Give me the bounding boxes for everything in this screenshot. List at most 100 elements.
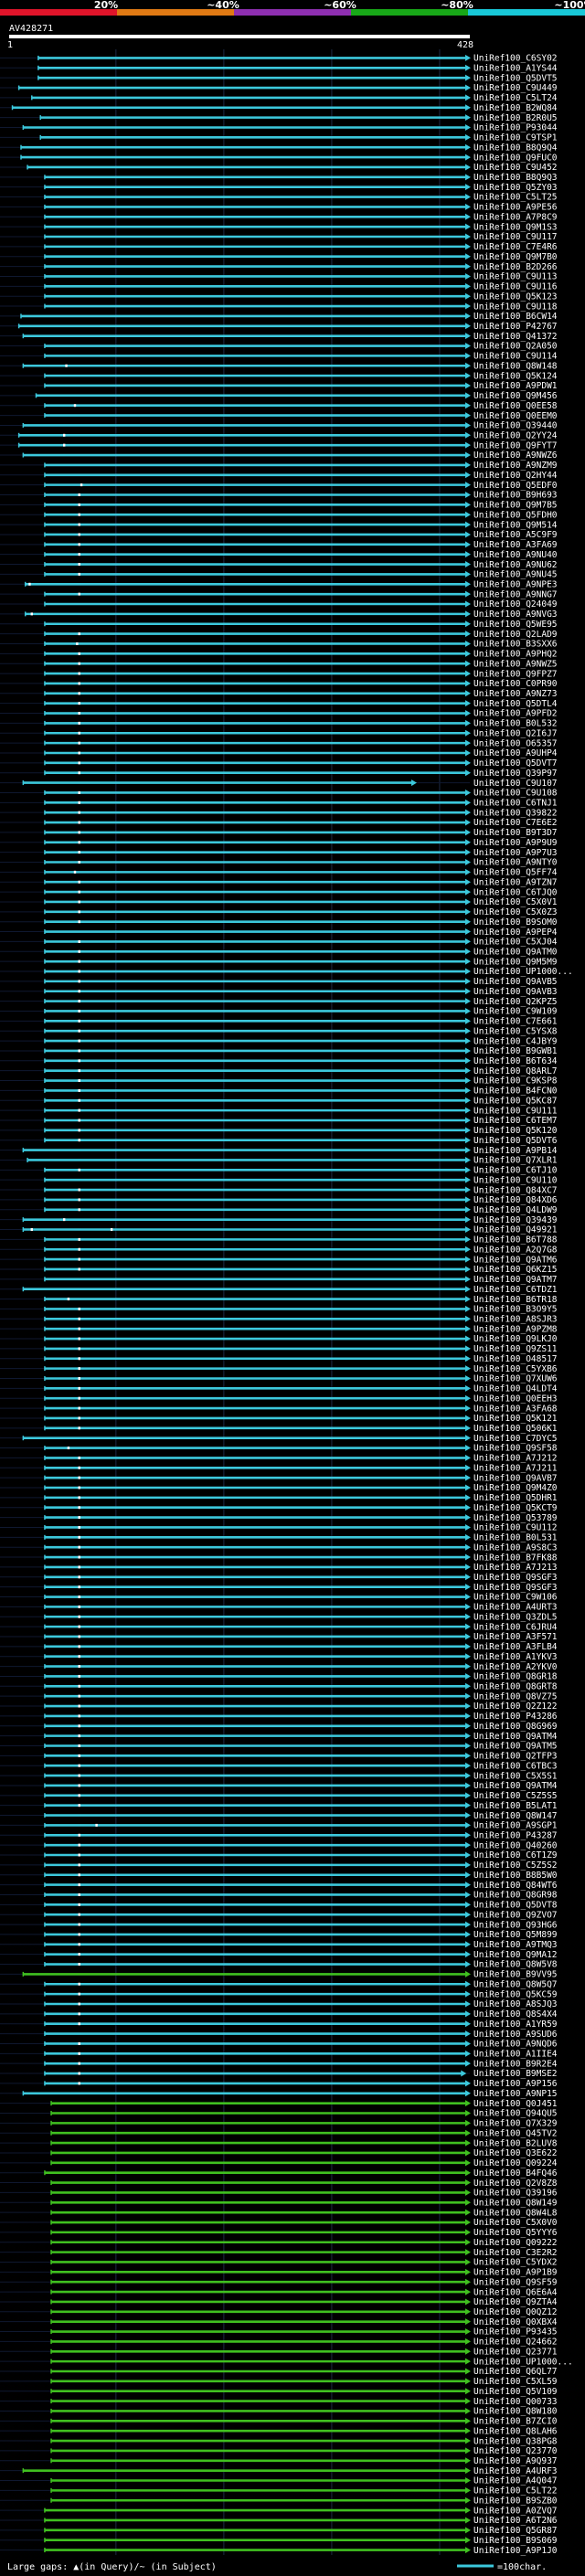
- hit-label[interactable]: UniRef100_C3E2R2: [473, 2248, 558, 2258]
- hit-label[interactable]: UniRef100_Q39822: [473, 808, 558, 818]
- hit-label[interactable]: UniRef100_Q8W5V8: [473, 1960, 558, 1970]
- hit-label[interactable]: UniRef100_C9U111: [473, 1106, 558, 1116]
- hit-label[interactable]: UniRef100_P42767: [473, 322, 558, 332]
- hit-label[interactable]: UniRef100_Q506K1: [473, 1424, 558, 1434]
- hit-label[interactable]: UniRef100_Q0QZ12: [473, 2307, 558, 2317]
- hit-label[interactable]: UniRef100_Q84WT6: [473, 1881, 558, 1891]
- hit-label[interactable]: UniRef100_C5X0Z3: [473, 907, 558, 917]
- hit-label[interactable]: UniRef100_C9U114: [473, 352, 558, 362]
- hit-label[interactable]: UniRef100_C9W109: [473, 1007, 558, 1017]
- hit-label[interactable]: UniRef100_Q2I6J7: [473, 728, 558, 738]
- hit-label[interactable]: UniRef100_Q5V109: [473, 2387, 558, 2397]
- hit-label[interactable]: UniRef100_A3FLB4: [473, 1642, 558, 1652]
- hit-label[interactable]: UniRef100_A9P1J0: [473, 2546, 558, 2556]
- hit-label[interactable]: UniRef100_A3FA69: [473, 540, 558, 550]
- hit-label[interactable]: UniRef100_B7ZCI0: [473, 2417, 558, 2427]
- hit-label[interactable]: UniRef100_C6TJ10: [473, 1166, 558, 1176]
- hit-label[interactable]: UniRef100_C9U113: [473, 272, 558, 282]
- hit-label[interactable]: UniRef100_B8B5W0: [473, 1871, 558, 1881]
- hit-label[interactable]: UniRef100_A9PHQ2: [473, 650, 558, 660]
- hit-label[interactable]: UniRef100_Q5ZY03: [473, 183, 558, 193]
- hit-label[interactable]: UniRef100_A7J213: [473, 1563, 558, 1573]
- hit-label[interactable]: UniRef100_Q40260: [473, 1840, 558, 1850]
- hit-label[interactable]: UniRef100_Q49921: [473, 1225, 558, 1235]
- hit-label[interactable]: UniRef100_Q2A050: [473, 342, 558, 352]
- hit-label[interactable]: UniRef100_B3SXX6: [473, 640, 558, 650]
- hit-label[interactable]: UniRef100_A3FA68: [473, 1404, 558, 1414]
- hit-label[interactable]: UniRef100_Q9M7B5: [473, 501, 558, 511]
- hit-label[interactable]: UniRef100_Q23770: [473, 2446, 558, 2456]
- hit-label[interactable]: UniRef100_Q5WE95: [473, 620, 558, 630]
- hit-label[interactable]: UniRef100_Q5KC59: [473, 1989, 558, 1999]
- hit-label[interactable]: UniRef100_Q5FF74: [473, 868, 558, 878]
- hit-label[interactable]: UniRef100_Q8W5Q7: [473, 1979, 558, 1989]
- hit-label[interactable]: UniRef100_Q45TV2: [473, 2128, 558, 2138]
- hit-label[interactable]: UniRef100_Q9SGF3: [473, 1573, 558, 1583]
- hit-label[interactable]: UniRef100_Q5GR87: [473, 2526, 558, 2536]
- hit-label[interactable]: UniRef100_A9UHP4: [473, 748, 558, 758]
- hit-label[interactable]: UniRef100_A9S8C3: [473, 1542, 558, 1553]
- hit-label[interactable]: UniRef100_A9NZ73: [473, 689, 558, 699]
- hit-label[interactable]: UniRef100_A4Q047: [473, 2476, 558, 2486]
- hit-label[interactable]: UniRef100_Q4LDT4: [473, 1384, 558, 1394]
- hit-label[interactable]: UniRef100_Q7XUW6: [473, 1374, 558, 1384]
- hit-label[interactable]: UniRef100_C9U117: [473, 232, 558, 242]
- hit-label[interactable]: UniRef100_B6T634: [473, 1056, 558, 1066]
- hit-label[interactable]: UniRef100_C9U107: [473, 779, 558, 789]
- hit-label[interactable]: UniRef100_B9GWB1: [473, 1046, 558, 1056]
- hit-label[interactable]: UniRef100_P93044: [473, 123, 558, 133]
- hit-label[interactable]: UniRef100_Q8VZ75: [473, 1691, 558, 1701]
- hit-label[interactable]: UniRef100_A8SJQ3: [473, 1999, 558, 2009]
- hit-label[interactable]: UniRef100_P43286: [473, 1712, 558, 1722]
- hit-label[interactable]: UniRef100_Q9AVB5: [473, 977, 558, 987]
- hit-label[interactable]: UniRef100_Q2KPZ5: [473, 997, 558, 1007]
- hit-label[interactable]: UniRef100_A9P9U9: [473, 838, 558, 848]
- hit-label[interactable]: UniRef100_P93435: [473, 2327, 558, 2337]
- hit-label[interactable]: UniRef100_Q0EE58: [473, 401, 558, 411]
- hit-label[interactable]: UniRef100_P43287: [473, 1830, 558, 1840]
- hit-label[interactable]: UniRef100_UP1000...: [473, 2357, 573, 2367]
- hit-label[interactable]: UniRef100_Q9ZTA4: [473, 2297, 558, 2307]
- hit-label[interactable]: UniRef100_Q8GRT8: [473, 1682, 558, 1692]
- hit-label[interactable]: UniRef100_A0ZVQ7: [473, 2506, 558, 2516]
- hit-label[interactable]: UniRef100_A4URT3: [473, 1603, 558, 1613]
- hit-label[interactable]: UniRef100_B9MSE2: [473, 2069, 558, 2079]
- hit-label[interactable]: UniRef100_B6T788: [473, 1235, 558, 1246]
- hit-label[interactable]: UniRef100_Q8W149: [473, 2198, 558, 2208]
- hit-label[interactable]: UniRef100_Q9M4Z0: [473, 1483, 558, 1493]
- hit-label[interactable]: UniRef100_Q39196: [473, 2189, 558, 2199]
- hit-label[interactable]: UniRef100_B9S069: [473, 2536, 558, 2546]
- hit-label[interactable]: UniRef100_C9U112: [473, 1523, 558, 1533]
- hit-label[interactable]: UniRef100_C6TNJ1: [473, 799, 558, 809]
- hit-label[interactable]: UniRef100_A9NU40: [473, 550, 558, 560]
- hit-label[interactable]: UniRef100_C6TBC3: [473, 1761, 558, 1771]
- hit-label[interactable]: UniRef100_Q5EDF0: [473, 481, 558, 491]
- hit-label[interactable]: UniRef100_A9NU45: [473, 570, 558, 580]
- hit-label[interactable]: UniRef100_B2D266: [473, 262, 558, 272]
- hit-label[interactable]: UniRef100_C5Z5S5: [473, 1791, 558, 1801]
- hit-label[interactable]: UniRef100_Q9M514: [473, 520, 558, 530]
- hit-label[interactable]: UniRef100_B9T3D7: [473, 828, 558, 838]
- hit-label[interactable]: UniRef100_A9NTY0: [473, 858, 558, 868]
- hit-label[interactable]: UniRef100_C6TDZ1: [473, 1285, 558, 1295]
- hit-label[interactable]: UniRef100_B8Q9Q3: [473, 173, 558, 183]
- hit-label[interactable]: UniRef100_C5YSX8: [473, 1026, 558, 1036]
- hit-label[interactable]: UniRef100_Q0EEH3: [473, 1394, 558, 1404]
- hit-label[interactable]: UniRef100_Q5DVT8: [473, 1901, 558, 1911]
- hit-label[interactable]: UniRef100_Q0EEM0: [473, 411, 558, 421]
- hit-label[interactable]: UniRef100_Q00733: [473, 2397, 558, 2407]
- hit-label[interactable]: UniRef100_B6TR18: [473, 1295, 558, 1305]
- hit-label[interactable]: UniRef100_A7P8C9: [473, 212, 558, 222]
- hit-label[interactable]: UniRef100_Q2YY24: [473, 431, 558, 441]
- hit-label[interactable]: UniRef100_Q4LDW9: [473, 1205, 558, 1215]
- hit-label[interactable]: UniRef100_Q39P97: [473, 769, 558, 779]
- hit-label[interactable]: UniRef100_Q9MA12: [473, 1950, 558, 1960]
- hit-label[interactable]: UniRef100_A8SJR3: [473, 1314, 558, 1324]
- hit-label[interactable]: UniRef100_C5X0V1: [473, 897, 558, 907]
- hit-label[interactable]: UniRef100_B4FQ46: [473, 2168, 558, 2178]
- hit-label[interactable]: UniRef100_Q9ATM0: [473, 947, 558, 957]
- hit-label[interactable]: UniRef100_Q9SGF3: [473, 1583, 558, 1593]
- hit-label[interactable]: UniRef100_B9VV95: [473, 1970, 558, 1980]
- hit-label[interactable]: UniRef100_B8Q9Q4: [473, 143, 558, 153]
- hit-label[interactable]: UniRef100_Q5K123: [473, 292, 558, 302]
